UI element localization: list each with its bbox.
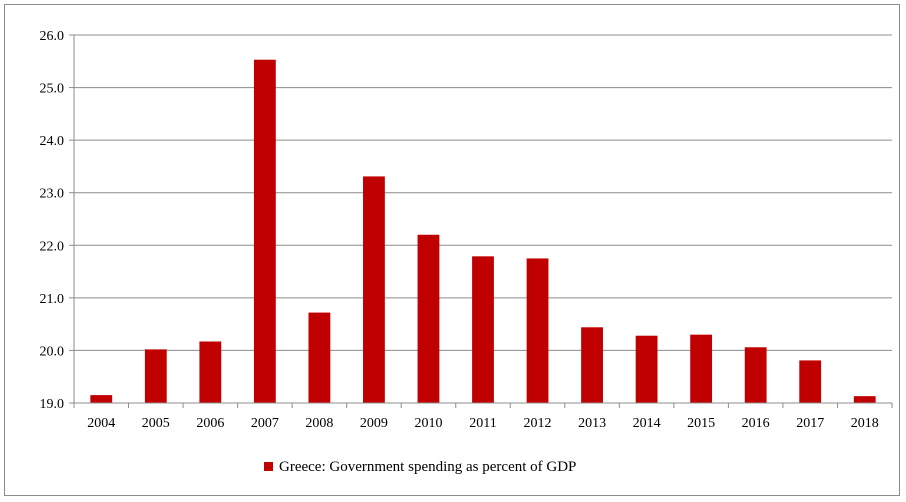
bar-2007	[253, 59, 276, 404]
bar-2014	[635, 335, 658, 403]
x-tick-label: 2016	[742, 416, 770, 431]
x-tick-label: 2012	[524, 416, 552, 431]
bar-2005	[144, 349, 167, 403]
legend: Greece: Government spending as percent o…	[264, 459, 576, 475]
x-tick-label: 2006	[196, 416, 224, 431]
y-tick-label: 20.0	[40, 344, 65, 359]
bar-2016	[744, 347, 767, 403]
bar-2018	[853, 396, 876, 403]
x-tick-label: 2011	[469, 416, 496, 431]
bar-2010	[417, 234, 440, 403]
bar-2013	[581, 327, 603, 403]
y-tick-label: 26.0	[40, 29, 65, 44]
legend-label: Greece: Government spending as percent o…	[279, 459, 576, 475]
x-tick-label: 2005	[142, 416, 170, 431]
bar-2012	[526, 258, 549, 403]
bar-2008	[308, 312, 331, 403]
x-tick-label: 2014	[633, 416, 661, 431]
x-tick-label: 2015	[687, 416, 715, 431]
bar-2006	[199, 341, 222, 403]
bar-2004	[90, 395, 113, 403]
x-tick-label: 2010	[414, 416, 442, 431]
y-tick-label: 22.0	[40, 239, 65, 254]
y-tick-label: 24.0	[40, 134, 65, 149]
x-tick-label: 2013	[578, 416, 606, 431]
y-tick-label: 25.0	[40, 82, 65, 97]
y-axis-tick-labels: 19.0 20.0 21.0 22.0 23.0 24.0 25.0 26.0	[40, 29, 65, 412]
axes	[69, 34, 893, 408]
x-tick-label: 2009	[360, 416, 388, 431]
bar-2015	[690, 334, 713, 403]
x-tick-label: 2018	[851, 416, 879, 431]
x-tick-label: 2004	[87, 416, 115, 431]
y-tick-label: 23.0	[40, 187, 65, 202]
bars	[90, 59, 876, 404]
x-tick-label: 2007	[251, 416, 279, 431]
x-tick-label: 2017	[796, 416, 824, 431]
bar-2017	[799, 360, 822, 403]
y-tick-label: 21.0	[40, 292, 65, 307]
chart-frame	[4, 4, 900, 496]
y-tick-label: 19.0	[40, 397, 65, 412]
x-tick-label: 2008	[305, 416, 333, 431]
legend-swatch	[264, 462, 273, 471]
x-axis-tick-labels: 2004 2005 2006 2007 2008 2009 2010 2011 2012 2013…	[87, 416, 878, 431]
bar-2009	[363, 176, 385, 403]
bar-2011	[472, 256, 494, 403]
